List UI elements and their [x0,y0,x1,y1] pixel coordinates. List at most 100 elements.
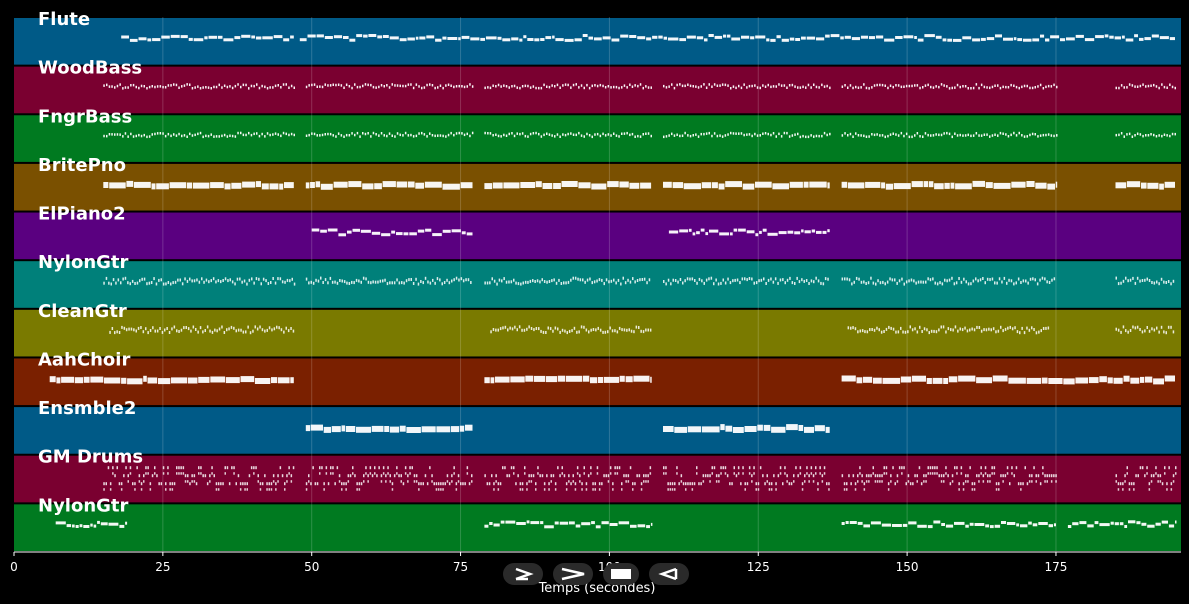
note [665,472,667,475]
note [673,134,676,137]
note [688,228,692,232]
note [927,83,929,87]
note [535,327,538,330]
note [676,466,678,470]
note [321,466,323,470]
note [567,280,570,284]
note [954,132,956,135]
note [455,85,458,88]
note [226,135,229,138]
note [1044,277,1046,281]
note [894,278,896,282]
note [135,85,137,89]
note [1170,282,1172,286]
note [755,482,757,486]
note [270,488,273,491]
note [466,472,469,475]
previous-button[interactable] [649,563,689,585]
note [879,480,881,483]
note [167,472,169,475]
note [886,280,889,284]
note [497,36,502,40]
note [674,279,677,282]
note [1039,278,1041,282]
note [568,474,570,478]
note [1130,482,1133,486]
note-group [103,466,1177,491]
note [333,181,348,188]
stop-button[interactable] [603,563,639,585]
note [462,279,465,283]
note [141,277,143,281]
note [504,466,506,470]
note [618,466,621,470]
note [216,329,218,333]
note [198,466,200,470]
note [176,466,178,470]
note [352,228,360,232]
note [709,474,711,478]
note [1031,132,1034,136]
note [844,84,846,87]
note [538,327,540,331]
note [480,37,485,41]
note [146,135,148,139]
note [670,282,672,286]
note [189,83,191,86]
note [1126,466,1128,470]
note [613,132,615,135]
note [1034,86,1036,89]
note [559,135,561,138]
note [772,183,789,190]
note [950,182,955,189]
note [130,132,132,136]
note [389,480,391,483]
note [284,488,286,491]
note [572,83,575,87]
play-from-start-button[interactable] [503,563,543,585]
note [1129,329,1132,332]
note [368,34,377,37]
note [1045,133,1047,137]
note [903,85,905,88]
note [1013,474,1015,478]
note [623,474,625,478]
note [234,282,236,286]
note [145,327,147,331]
note [405,279,408,283]
note [698,482,700,486]
note [734,278,736,282]
note [510,280,513,284]
note [268,482,270,486]
note [399,133,401,137]
note [809,181,827,188]
note [138,86,140,90]
note [386,134,388,138]
note [426,482,429,486]
note [791,281,794,285]
note [320,183,333,190]
note [441,282,443,286]
note [429,281,432,285]
note [698,277,701,281]
note [864,330,866,334]
note [1169,83,1171,86]
note [137,326,140,330]
note [907,330,909,334]
note [852,326,854,330]
note [1122,325,1125,329]
note [943,378,949,384]
note [442,482,444,486]
note [1034,133,1036,136]
note [602,84,604,88]
note [663,280,665,283]
note [341,425,346,432]
note [1125,276,1127,280]
note [748,133,751,136]
next-button[interactable] [553,563,593,585]
note [827,277,829,281]
note [538,132,540,136]
note [431,134,434,137]
note [382,466,385,470]
note [841,277,844,281]
